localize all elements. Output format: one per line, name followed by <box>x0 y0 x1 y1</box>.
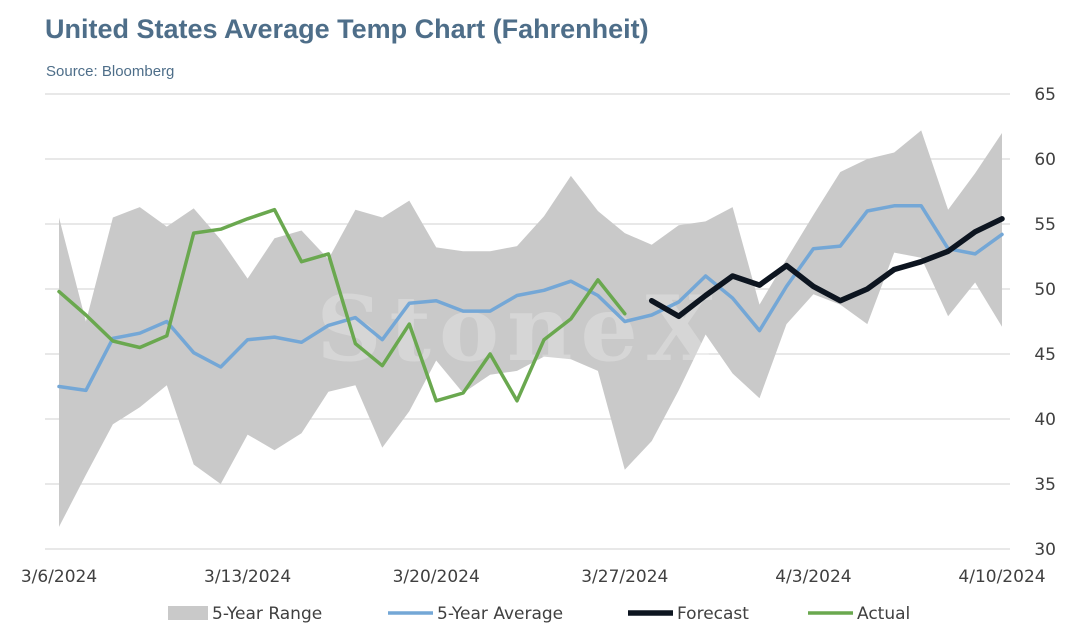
x-tick-label: 4/10/2024 <box>958 567 1045 587</box>
y-axis-ticks: 30 35 40 45 50 55 60 65 <box>1034 85 1056 560</box>
legend-label: Forecast <box>677 604 749 624</box>
legend: 5-Year Range 5-Year Average Forecast Actual <box>168 604 910 624</box>
legend-label: 5-Year Average <box>437 604 563 624</box>
x-tick-label: 4/3/2024 <box>775 567 851 587</box>
series-forecast-line <box>648 216 1005 320</box>
legend-label: Actual <box>857 604 910 624</box>
y-tick-label: 40 <box>1034 410 1056 430</box>
legend-swatch <box>168 606 208 620</box>
legend-label: 5-Year Range <box>212 604 322 624</box>
y-tick-label: 55 <box>1034 215 1056 235</box>
range-band-layer <box>59 130 1002 527</box>
series-5-year-average-line <box>57 204 1004 393</box>
chart-title: United States Average Temp Chart (Fahren… <box>45 14 649 44</box>
x-tick-label: 3/20/2024 <box>393 567 480 587</box>
chart-source: Source: Bloomberg <box>46 63 175 80</box>
series-actual-line <box>57 207 627 403</box>
y-tick-label: 65 <box>1034 85 1056 105</box>
x-tick-label: 3/13/2024 <box>204 567 291 587</box>
y-tick-label: 50 <box>1034 280 1056 300</box>
series-lines <box>57 204 1005 403</box>
x-tick-label: 3/6/2024 <box>21 567 97 587</box>
series-5-year-range-band <box>59 130 1002 527</box>
x-tick-label: 3/27/2024 <box>581 567 668 587</box>
x-axis-ticks: 3/6/2024 3/13/2024 3/20/2024 3/27/2024 4/3/2… <box>21 567 1046 587</box>
y-tick-label: 35 <box>1034 475 1056 495</box>
y-tick-label: 45 <box>1034 345 1056 365</box>
watermark: StoneX <box>316 276 723 382</box>
y-tick-label: 30 <box>1034 540 1056 560</box>
y-tick-label: 60 <box>1034 150 1056 170</box>
